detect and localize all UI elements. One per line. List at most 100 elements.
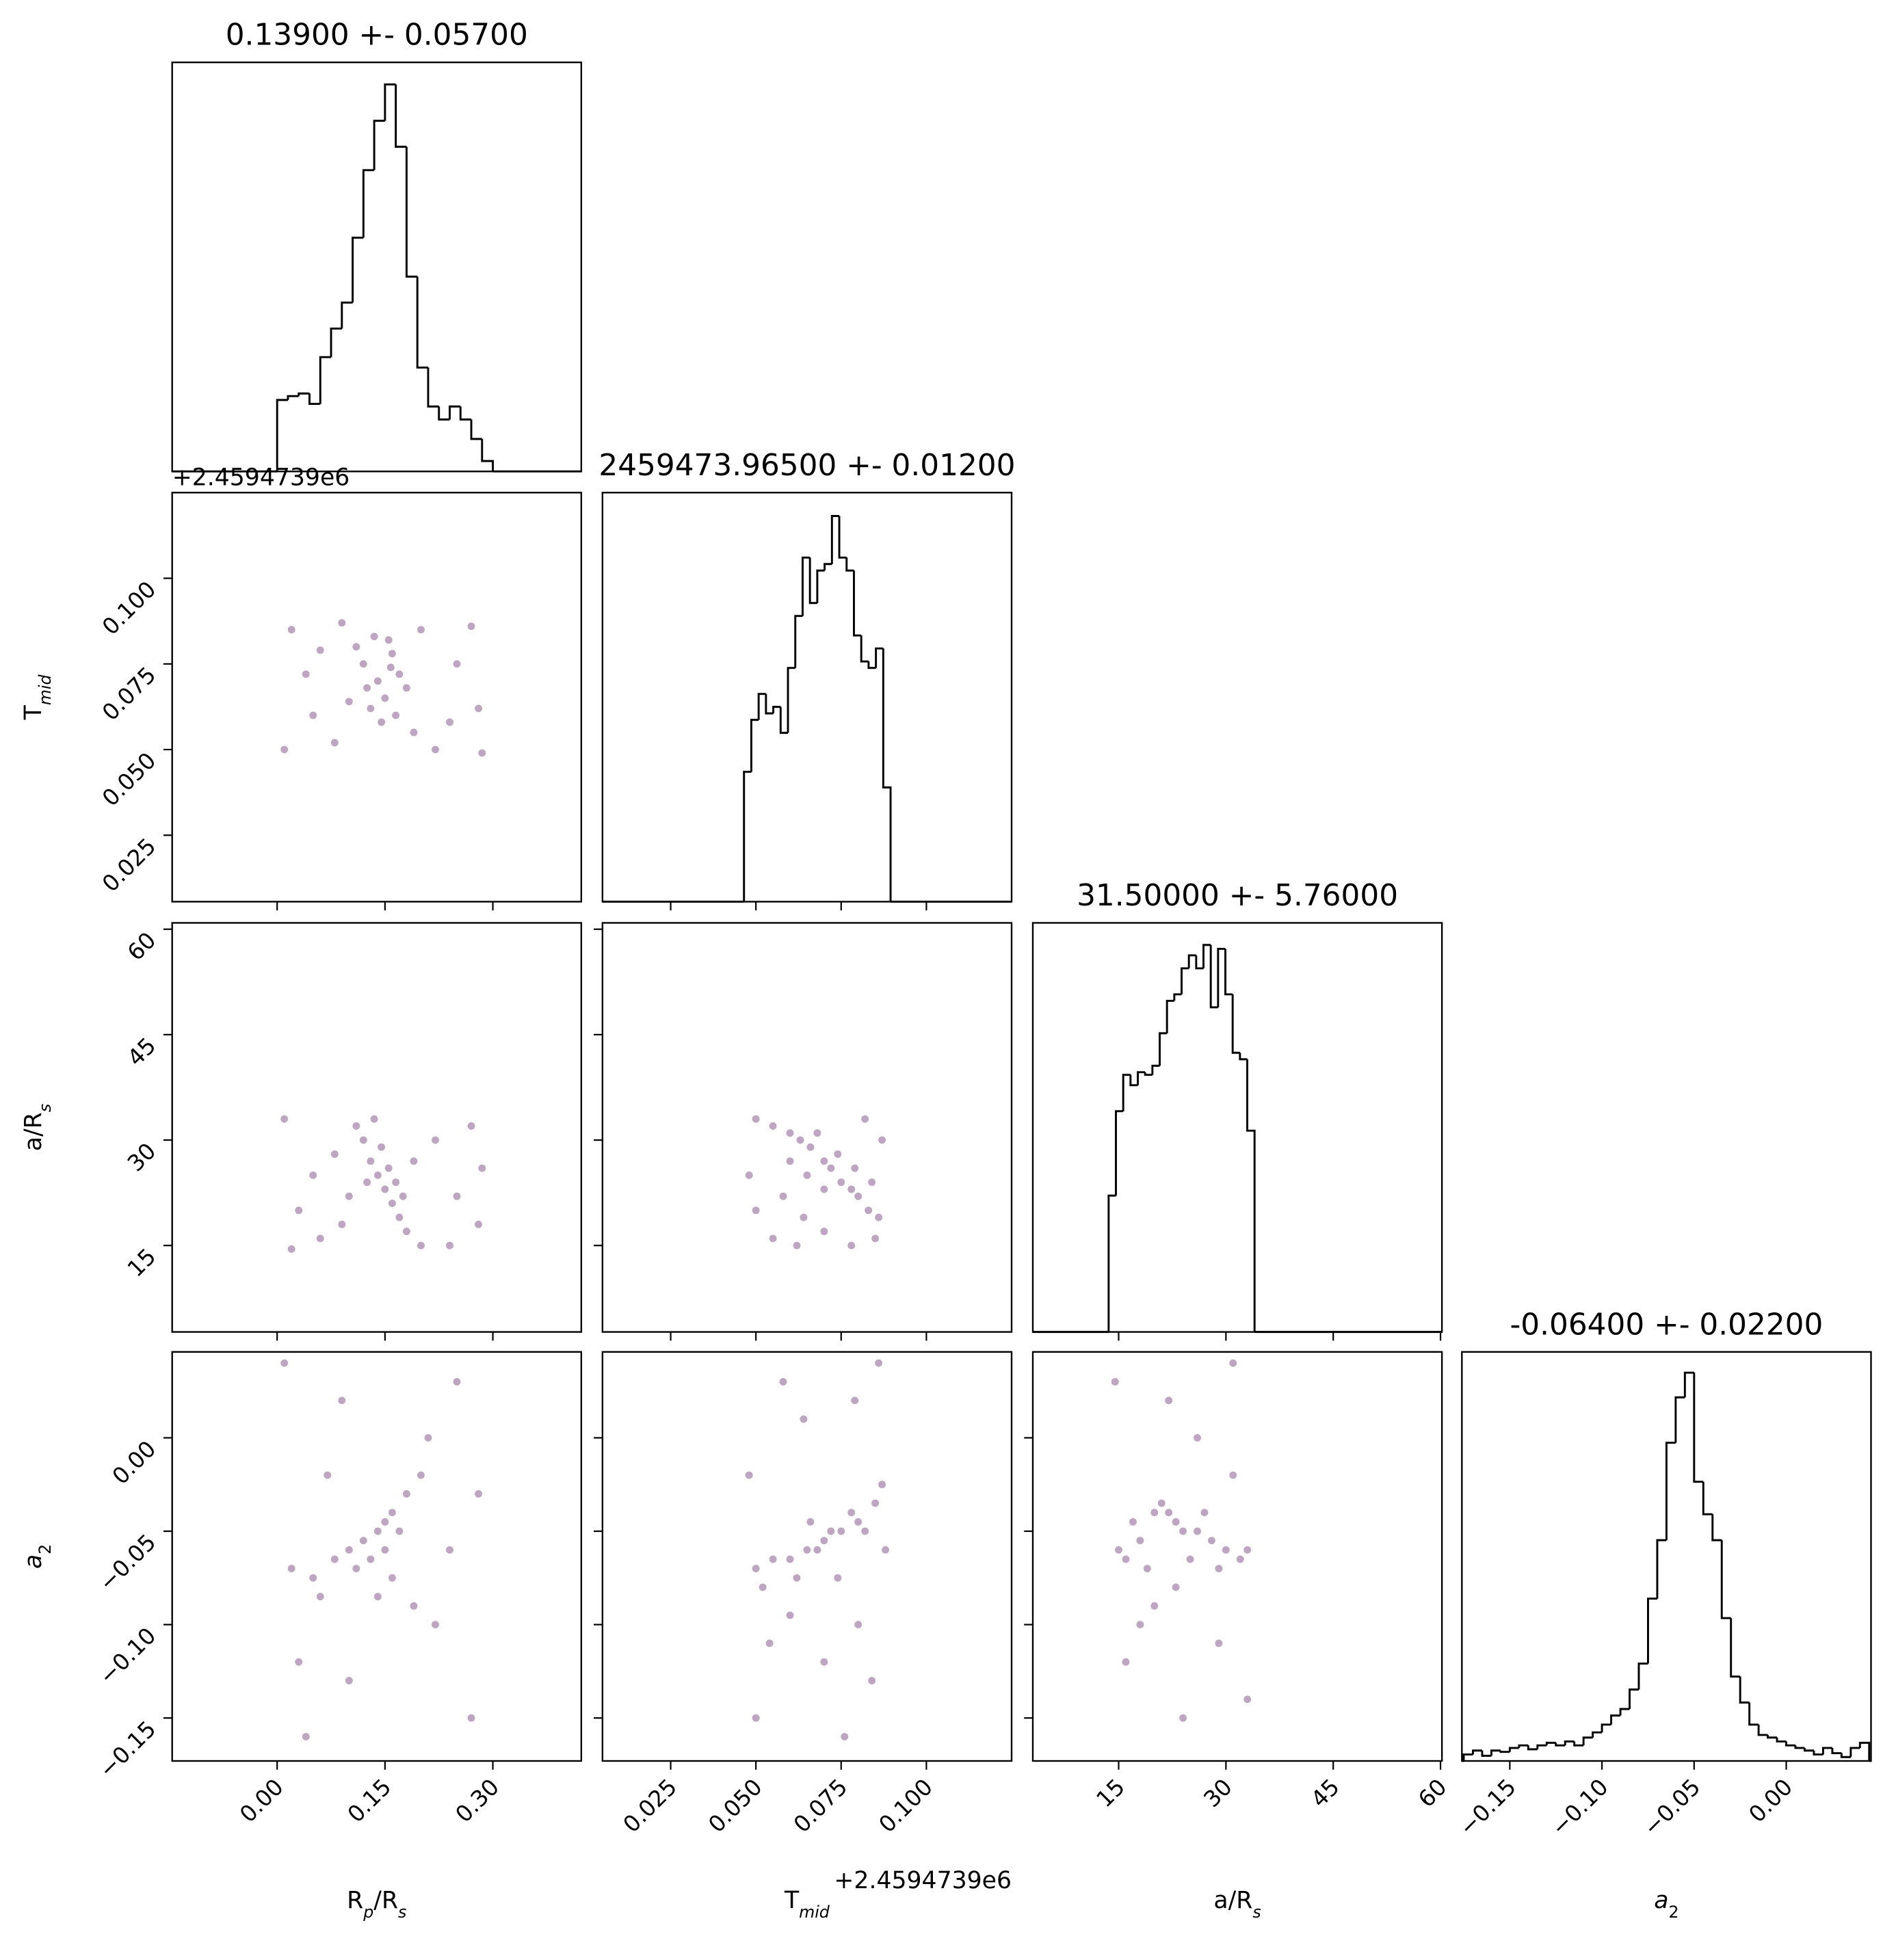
x-tick-label: 45 — [1306, 1774, 1344, 1812]
scatter-point — [806, 1518, 815, 1526]
scatter-point — [410, 728, 418, 737]
x-tick-label: −0.10 — [1546, 1774, 1614, 1841]
hist-bin — [1151, 1064, 1160, 1075]
scatter-point — [841, 1732, 849, 1740]
x-axis-label: a/Rs — [1213, 1887, 1261, 1922]
x-tick-label: 0.00 — [235, 1774, 289, 1828]
scatter-point — [1215, 1639, 1223, 1647]
scatter-point — [384, 636, 393, 644]
hist-bin — [1821, 1747, 1832, 1755]
hist-bin — [1813, 1750, 1823, 1756]
label-part: a/R — [1213, 1887, 1252, 1914]
scatter-point — [834, 1150, 842, 1158]
label-part: R — [347, 1887, 363, 1914]
scatter-point — [316, 1593, 324, 1601]
hist-bin — [750, 719, 759, 772]
scatter-point — [820, 1185, 828, 1193]
hist-bin — [362, 169, 375, 238]
scatter-point — [834, 1574, 842, 1582]
label-part: mid — [36, 674, 55, 706]
scatter-point — [388, 1509, 396, 1517]
scatter-point — [793, 1574, 801, 1582]
scatter-point — [1229, 1359, 1237, 1367]
y-tick-label: −0.05 — [94, 1529, 161, 1596]
hist-bin — [1129, 1074, 1138, 1087]
hist-bin — [1711, 1514, 1722, 1541]
hist-bin — [1804, 1747, 1814, 1752]
y-tick-label: 30 — [122, 1138, 161, 1176]
scatter-point — [359, 1136, 367, 1144]
hist-bin — [287, 395, 299, 400]
scatter-point — [287, 626, 295, 634]
scatter-point — [453, 1378, 461, 1386]
scatter-point — [1222, 1546, 1230, 1554]
scatter-point — [861, 1527, 869, 1535]
scatter-point — [1122, 1555, 1130, 1563]
y-tick-label: 0.00 — [107, 1435, 161, 1489]
hist-bin — [1674, 1396, 1685, 1443]
panel-frame — [171, 922, 583, 1333]
scatter-point — [1215, 1565, 1223, 1573]
hist-bin — [1107, 1194, 1116, 1332]
scatter-point — [338, 1220, 346, 1228]
scatter-point — [475, 704, 483, 713]
scatter-point — [851, 1396, 859, 1405]
y-tick-label: 0.075 — [97, 662, 161, 726]
hist-bin — [867, 661, 876, 670]
hist-bin — [1665, 1442, 1676, 1541]
scatter-point — [395, 1213, 404, 1221]
scatter-point — [745, 1171, 753, 1179]
scatter-point — [410, 1602, 418, 1610]
scatter-point — [820, 1228, 828, 1236]
scatter-point — [820, 1157, 828, 1165]
y-tick-label: −0.15 — [94, 1716, 161, 1783]
x-tick-label: 15 — [1092, 1774, 1130, 1812]
panel-frame — [171, 1351, 583, 1762]
scatter-point — [1194, 1527, 1201, 1535]
scatter-point — [1157, 1499, 1166, 1507]
hist-bin — [1831, 1747, 1842, 1755]
scatter-point — [359, 660, 367, 668]
scatter-point — [878, 1136, 886, 1144]
hist-bin — [838, 516, 847, 559]
y-tick-label: 0.100 — [97, 577, 161, 640]
scatter-point — [478, 749, 486, 757]
hist-bin — [330, 327, 342, 358]
label-part: 2 — [1668, 1903, 1678, 1922]
hist-bin — [801, 556, 811, 616]
scatter-point — [384, 1164, 393, 1172]
scatter-point — [345, 1546, 353, 1554]
scatter-point — [820, 1537, 828, 1545]
scatter-point — [417, 626, 425, 634]
scatter-point — [786, 1157, 794, 1165]
hist-bin — [1776, 1737, 1787, 1743]
hist-bin — [1202, 944, 1211, 968]
scatter-point — [280, 1359, 289, 1367]
scatter-point — [765, 1639, 774, 1647]
scatter-point — [1200, 1509, 1209, 1517]
x-axis-label: Rp/Rs — [347, 1887, 406, 1922]
hist-bin — [830, 515, 840, 564]
scatter-point — [827, 1164, 835, 1172]
hist-bin — [1555, 1743, 1566, 1747]
scatter-point — [1129, 1518, 1137, 1526]
hist-bin — [1564, 1740, 1575, 1746]
label-part: a — [1654, 1887, 1668, 1914]
scatter-point — [1111, 1378, 1119, 1386]
hist-bin — [1246, 1059, 1256, 1332]
scatter-point — [373, 1171, 382, 1179]
scatter-point — [847, 1185, 856, 1193]
label-part: s — [36, 1104, 55, 1112]
scatter-point — [345, 1677, 353, 1684]
scatter-point — [378, 1143, 386, 1151]
panel-frame — [1031, 1351, 1443, 1762]
scatter-point — [381, 1546, 389, 1554]
scatter-point — [847, 1241, 856, 1249]
hist-bin — [1159, 1032, 1168, 1066]
hist-bin — [1536, 1744, 1547, 1749]
scatter-point — [752, 1206, 760, 1215]
label-part: s — [1252, 1903, 1261, 1922]
x-tick-label: 0.30 — [451, 1774, 505, 1828]
hist-bin — [1757, 1724, 1768, 1736]
hist-bin — [1518, 1744, 1529, 1748]
